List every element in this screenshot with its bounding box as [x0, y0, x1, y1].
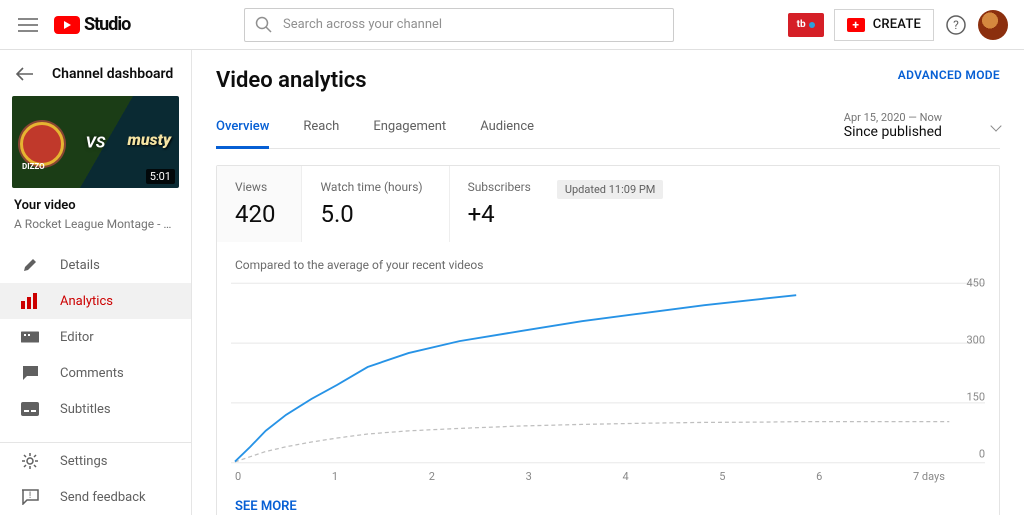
analytics-icon	[20, 293, 40, 309]
sidebar-item-label: Subtitles	[60, 402, 111, 417]
back-label: Channel dashboard	[52, 66, 173, 82]
page-title: Video analytics	[216, 68, 367, 93]
pencil-icon	[20, 257, 40, 273]
sidebar-item-label: Settings	[60, 454, 107, 469]
sidebar-item-editor[interactable]: Editor	[0, 319, 191, 355]
tubebuddy-badge[interactable]: tb	[788, 13, 824, 37]
sidebar-item-label: Editor	[60, 330, 94, 345]
search-placeholder: Search across your channel	[283, 17, 442, 32]
metric-views[interactable]: Views 420	[217, 166, 302, 242]
tab-reach[interactable]: Reach	[303, 119, 339, 148]
svg-text:!: !	[29, 491, 31, 501]
advanced-mode-link[interactable]: ADVANCED MODE	[898, 68, 1000, 82]
sidebar-item-feedback[interactable]: ! Send feedback	[0, 479, 191, 515]
logo-text: Studio	[84, 14, 130, 35]
tab-audience[interactable]: Audience	[480, 119, 534, 148]
create-icon	[847, 18, 865, 32]
updated-badge: Updated 11:09 PM	[557, 180, 664, 199]
sidebar-item-subtitles[interactable]: Subtitles	[0, 391, 191, 427]
sidebar-item-label: Comments	[60, 366, 124, 381]
back-to-dashboard[interactable]: Channel dashboard	[0, 60, 191, 96]
compare-caption: Compared to the average of your recent v…	[217, 242, 999, 272]
date-range-picker[interactable]: Apr 15, 2020 — Now Since published	[844, 111, 1000, 148]
sidebar-item-details[interactable]: Details	[0, 247, 191, 283]
video-thumbnail[interactable]: DIZZO musty 5:01	[12, 96, 179, 188]
hamburger-menu-icon[interactable]	[16, 13, 40, 37]
youtube-play-icon	[54, 16, 80, 34]
sidebar-item-label: Analytics	[60, 294, 113, 309]
create-button[interactable]: CREATE	[834, 9, 934, 41]
analytics-card: Views 420 Watch time (hours) 5.0 Subscri…	[216, 165, 1000, 515]
sidebar-item-settings[interactable]: Settings	[0, 443, 191, 479]
metric-watch-time[interactable]: Watch time (hours) 5.0	[302, 166, 449, 242]
date-range-sub: Apr 15, 2020 — Now	[844, 111, 942, 124]
help-icon[interactable]: ?	[944, 13, 968, 37]
comments-icon	[20, 365, 40, 381]
app-header: Studio Search across your channel tb CRE…	[0, 0, 1024, 50]
search-icon	[255, 16, 273, 34]
search-input[interactable]: Search across your channel	[244, 8, 674, 42]
back-arrow-icon	[16, 67, 34, 81]
gear-icon	[20, 453, 40, 469]
feedback-icon: !	[20, 489, 40, 505]
chart-x-labels: 0 1 2 3 4 5 6 7 days	[231, 468, 985, 483]
sidebar-item-label: Details	[60, 258, 100, 273]
sidebar: Channel dashboard DIZZO musty 5:01 Your …	[0, 50, 192, 515]
chevron-down-icon	[990, 120, 1001, 131]
tab-overview[interactable]: Overview	[216, 119, 269, 149]
see-more-link[interactable]: SEE MORE	[217, 483, 999, 515]
studio-logo[interactable]: Studio	[54, 14, 130, 35]
editor-icon	[20, 329, 40, 345]
sidebar-item-label: Send feedback	[60, 490, 146, 505]
tab-engagement[interactable]: Engagement	[373, 119, 446, 148]
sidebar-item-analytics[interactable]: Analytics	[0, 283, 191, 319]
metric-subscribers[interactable]: Subscribers +4	[450, 166, 557, 242]
views-chart: 450 300 150 0	[231, 278, 985, 468]
thumbnail-duration: 5:01	[146, 169, 175, 184]
sidebar-item-comments[interactable]: Comments	[0, 355, 191, 391]
account-avatar[interactable]	[978, 10, 1008, 40]
svg-text:?: ?	[953, 18, 959, 32]
main-content: Video analytics ADVANCED MODE Overview R…	[192, 50, 1024, 515]
video-title-label: Your video	[14, 198, 177, 213]
subtitles-icon	[20, 401, 40, 417]
video-subtitle: A Rocket League Montage - DIZZO V...	[14, 217, 177, 231]
date-range-main: Since published	[844, 124, 942, 140]
create-label: CREATE	[873, 17, 921, 32]
